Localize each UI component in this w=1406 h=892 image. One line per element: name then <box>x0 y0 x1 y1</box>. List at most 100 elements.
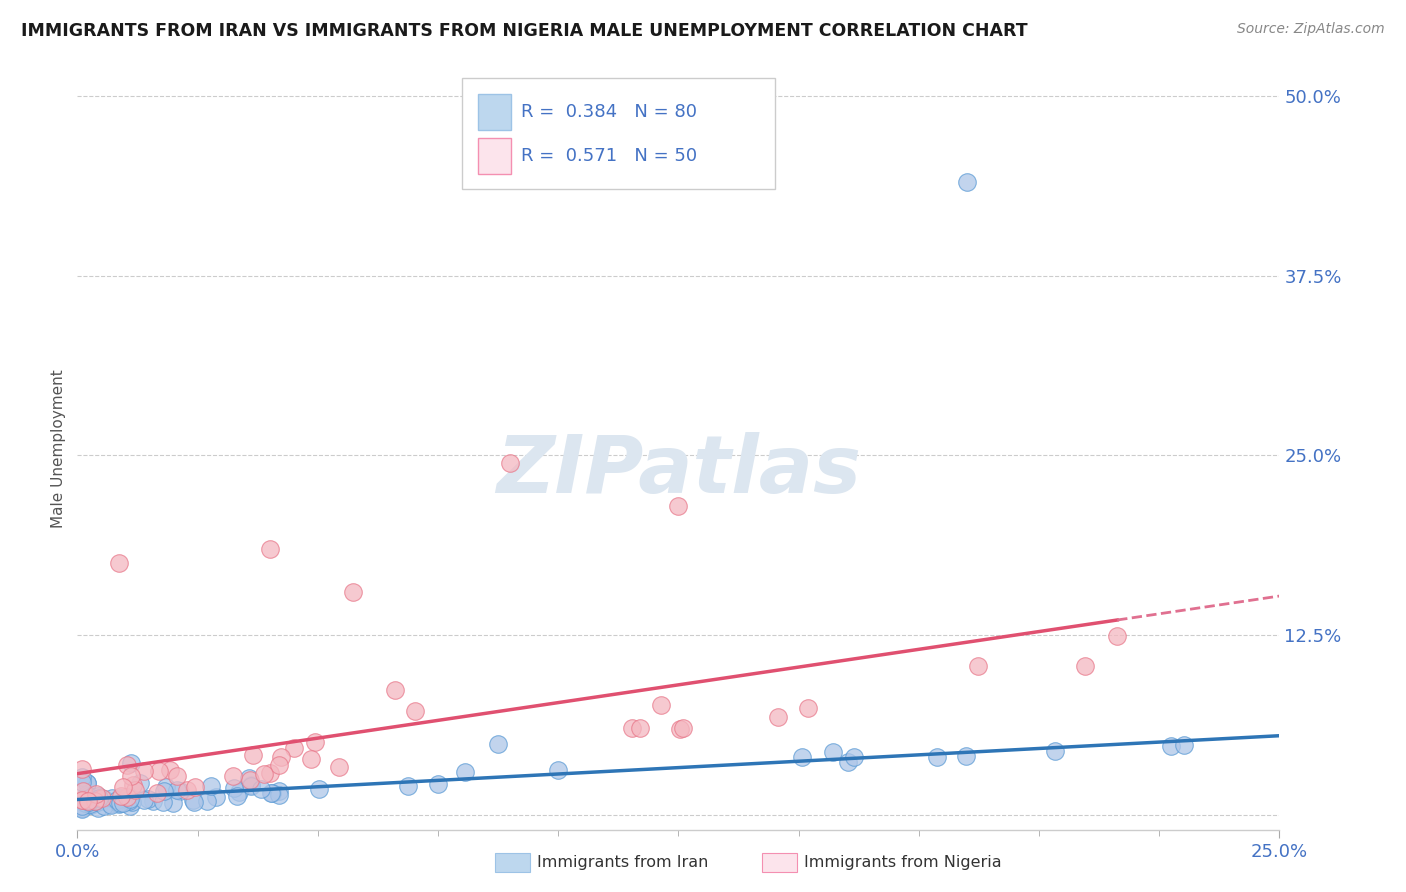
Point <box>108 796 131 810</box>
Point <box>122 778 145 792</box>
Point <box>75 789 97 803</box>
Point <box>166 782 188 797</box>
Point <box>76 776 98 790</box>
Point <box>823 746 845 760</box>
Text: R =  0.571   N = 50: R = 0.571 N = 50 <box>520 147 697 165</box>
Point <box>70 771 93 785</box>
Point <box>269 784 291 798</box>
Point <box>73 796 96 810</box>
Point <box>138 791 160 805</box>
Point <box>486 737 509 751</box>
Point <box>499 456 522 470</box>
Point <box>304 735 326 749</box>
Point <box>87 789 110 803</box>
Point <box>195 794 218 808</box>
Point <box>966 659 988 673</box>
Point <box>925 750 948 764</box>
Point <box>87 801 110 815</box>
Point <box>70 763 93 777</box>
Point <box>77 789 100 803</box>
Point <box>148 764 170 778</box>
Point <box>142 794 165 808</box>
Point <box>650 698 672 713</box>
Point <box>270 750 292 764</box>
Point <box>70 798 93 813</box>
Point <box>132 793 155 807</box>
Point <box>93 799 115 814</box>
Point <box>86 795 108 809</box>
Point <box>226 789 249 803</box>
Point <box>668 722 690 736</box>
Point <box>299 752 322 766</box>
Point <box>118 791 141 805</box>
Point <box>426 776 449 790</box>
Text: ZIPatlas: ZIPatlas <box>496 432 860 510</box>
Point <box>118 794 141 808</box>
Point <box>342 585 364 599</box>
Point <box>120 768 142 782</box>
Bar <box>478 138 512 175</box>
Point <box>240 778 263 792</box>
Point <box>176 783 198 797</box>
Point <box>1173 738 1195 752</box>
Point <box>70 800 93 814</box>
Text: R =  0.384   N = 80: R = 0.384 N = 80 <box>520 103 697 121</box>
Point <box>72 792 94 806</box>
Point <box>105 793 128 807</box>
Point <box>260 786 283 800</box>
Point <box>110 789 132 804</box>
Point <box>117 790 139 805</box>
Point <box>547 763 569 777</box>
Point <box>80 797 103 812</box>
Point <box>79 797 101 812</box>
Point <box>842 750 865 764</box>
Point <box>72 793 94 807</box>
Point <box>183 795 205 809</box>
Point <box>184 780 207 795</box>
Point <box>283 740 305 755</box>
Point <box>169 784 191 798</box>
Point <box>250 782 273 797</box>
Point <box>155 780 177 794</box>
Point <box>152 784 174 798</box>
Point <box>98 797 121 811</box>
Point <box>83 794 105 808</box>
Point <box>308 781 330 796</box>
Point <box>1074 659 1097 673</box>
Point <box>797 701 820 715</box>
Point <box>77 789 100 803</box>
Point <box>1043 744 1066 758</box>
Point <box>152 795 174 809</box>
Point <box>239 773 262 788</box>
Point <box>118 792 141 806</box>
Point <box>668 499 690 513</box>
Point <box>620 721 643 735</box>
Point <box>90 790 112 805</box>
Point <box>628 721 651 735</box>
Point <box>1160 739 1182 753</box>
Point <box>162 796 184 810</box>
Point <box>70 802 93 816</box>
Point <box>183 793 205 807</box>
Point <box>267 758 290 772</box>
Point <box>111 796 134 810</box>
Point <box>259 541 281 556</box>
Point <box>260 786 283 800</box>
Point <box>956 175 979 189</box>
Text: Immigrants from Iran: Immigrants from Iran <box>537 855 709 870</box>
Point <box>240 779 263 793</box>
Point <box>76 794 98 808</box>
Text: Source: ZipAtlas.com: Source: ZipAtlas.com <box>1237 22 1385 37</box>
FancyBboxPatch shape <box>463 78 775 189</box>
Point <box>129 776 152 790</box>
Point <box>228 785 250 799</box>
Point <box>70 775 93 789</box>
Point <box>120 798 142 813</box>
Point <box>242 747 264 762</box>
Text: Immigrants from Nigeria: Immigrants from Nigeria <box>804 855 1002 870</box>
Point <box>70 793 93 807</box>
Point <box>111 780 134 794</box>
Point <box>166 769 188 783</box>
Point <box>672 721 695 735</box>
Point <box>267 788 290 802</box>
